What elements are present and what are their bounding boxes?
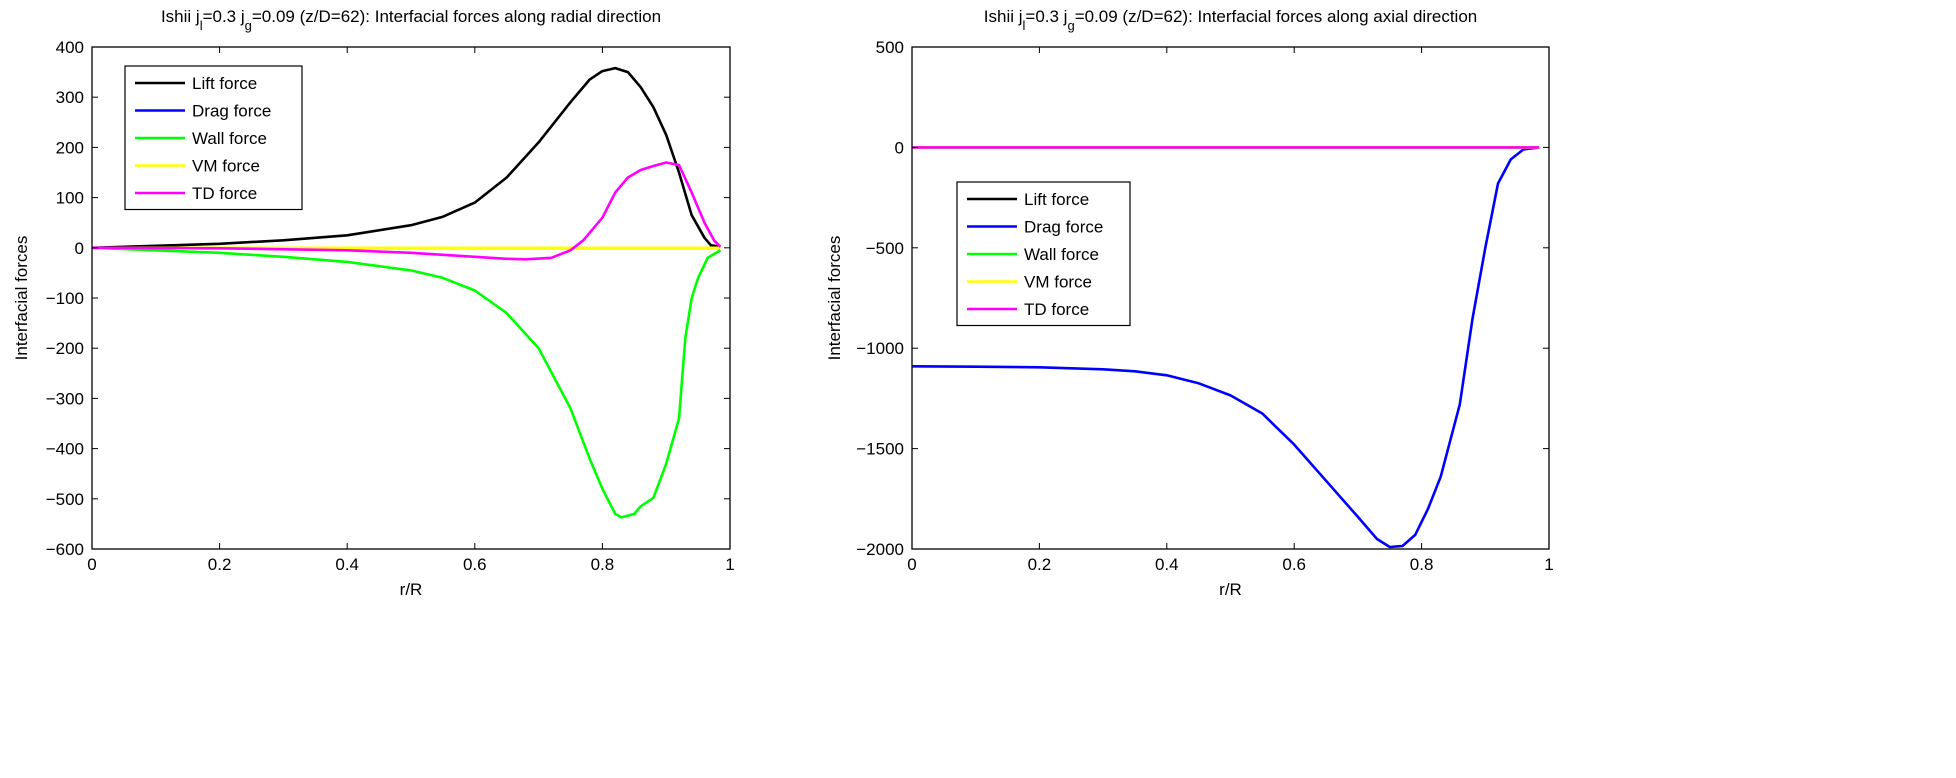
x-tick-label: 0.4 [1155,555,1179,574]
x-tick-label: 0.2 [208,555,232,574]
y-tick-label: 100 [56,189,84,208]
legend-label: VM force [192,157,260,176]
y-tick-label: −200 [46,339,84,358]
legend-label: VM force [1024,273,1092,292]
y-tick-label: −300 [46,389,84,408]
title-part: =0.09 (z/D=62): Interfacial forces along… [252,7,661,26]
chart-1: Ishii jl=0.3 jg=0.09 (z/D=62): Interfaci… [12,7,735,599]
x-tick-label: 0.8 [591,555,615,574]
legend-label: Lift force [1024,190,1089,209]
legend-label: Lift force [192,74,257,93]
title-part: g [245,18,252,33]
y-tick-label: 0 [895,138,904,157]
y-tick-label: 500 [876,38,904,57]
series-line-wall-force [92,246,722,519]
series-line-lift-force [92,66,721,250]
y-tick-label: −1500 [856,440,904,459]
title-part: l [200,18,203,33]
legend-label: TD force [192,184,257,203]
series-group [92,66,722,519]
legend: Lift force Drag force Wall force VM force TD… [956,181,1131,327]
title-part: =0.09 (z/D=62): Interfacial forces along… [1075,7,1478,26]
y-axis-label: Interfacial forces [12,236,31,361]
title-part: =0.3 j [203,7,245,26]
x-tick-label: 0.4 [335,555,359,574]
x-tick-label: 0.6 [463,555,487,574]
title-part: l [1023,18,1026,33]
x-tick-label: 0 [87,555,96,574]
legend: Lift force Drag force Wall force VM force TD… [124,65,303,211]
y-tick-label: 200 [56,138,84,157]
y-tick-label: 400 [56,38,84,57]
legend-label: Wall force [1024,245,1099,264]
y-axis-label: Interfacial forces [825,236,844,361]
x-axis-label: r/R [400,580,423,599]
series-group [912,146,1540,549]
legend-label: Drag force [192,102,271,121]
x-tick-label: 0.8 [1410,555,1434,574]
legend-label: Wall force [192,129,267,148]
y-tick-label: 300 [56,88,84,107]
title-part: Ishii j [161,7,200,26]
y-tick-label: −100 [46,289,84,308]
y-tick-label: −1000 [856,339,904,358]
y-tick-label: −500 [866,239,904,258]
axes-box [911,46,1550,550]
x-tick-label: 0.2 [1028,555,1052,574]
title-part: g [1067,18,1074,33]
y-tick-label: −500 [46,490,84,509]
y-tick-label: −400 [46,440,84,459]
title-part: Ishii j [984,7,1023,26]
chart-2: Ishii jl=0.3 jg=0.09 (z/D=62): Interfaci… [825,7,1554,599]
chart-title: Ishii jl=0.3 jg=0.09 (z/D=62): Interfaci… [984,7,1477,33]
legend-label: TD force [1024,300,1089,319]
legend-label: Drag force [1024,218,1103,237]
x-axis-label: r/R [1219,580,1242,599]
x-tick-label: 1 [725,555,734,574]
y-tick-label: −600 [46,540,84,559]
y-tick-label: −2000 [856,540,904,559]
x-tick-label: 1 [1544,555,1553,574]
y-tick-label: 0 [75,239,84,258]
series-line-drag-force [912,146,1540,549]
title-part: =0.3 j [1025,7,1067,26]
x-tick-label: 0.6 [1282,555,1306,574]
x-tick-label: 0 [907,555,916,574]
series-line-td-force [92,161,722,261]
chart-title: Ishii jl=0.3 jg=0.09 (z/D=62): Interfaci… [161,7,661,33]
